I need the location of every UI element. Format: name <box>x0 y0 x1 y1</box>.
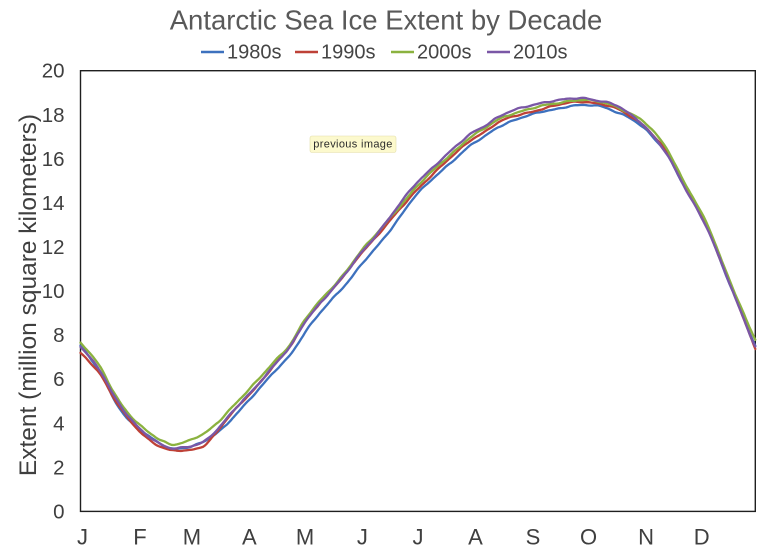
svg-text:18: 18 <box>42 104 65 127</box>
svg-text:16: 16 <box>42 148 65 171</box>
svg-text:20: 20 <box>42 60 65 83</box>
svg-text:N: N <box>638 525 654 550</box>
svg-text:M: M <box>183 525 201 550</box>
svg-text:O: O <box>580 525 597 550</box>
svg-text:2000s: 2000s <box>417 42 472 64</box>
svg-text:14: 14 <box>42 192 65 215</box>
svg-text:J: J <box>357 525 368 550</box>
svg-text:J: J <box>413 525 424 550</box>
svg-text:4: 4 <box>53 412 64 435</box>
svg-text:previous image: previous image <box>313 139 393 151</box>
svg-text:0: 0 <box>53 500 64 523</box>
svg-text:D: D <box>694 525 710 550</box>
svg-text:8: 8 <box>53 324 64 347</box>
svg-text:M: M <box>296 525 314 550</box>
svg-text:2010s: 2010s <box>513 42 568 64</box>
svg-text:J: J <box>77 525 88 550</box>
svg-text:10: 10 <box>42 280 65 303</box>
svg-text:1980s: 1980s <box>227 42 282 64</box>
svg-text:A: A <box>242 525 257 550</box>
svg-text:6: 6 <box>53 368 64 391</box>
svg-text:A: A <box>468 525 483 550</box>
svg-text:S: S <box>526 525 541 550</box>
svg-text:Antarctic Sea Ice Extent by De: Antarctic Sea Ice Extent by Decade <box>170 5 603 36</box>
svg-text:F: F <box>133 525 146 550</box>
svg-text:2: 2 <box>53 456 64 479</box>
svg-text:Extent (million square kilomet: Extent (million square kilometers) <box>15 114 42 476</box>
svg-text:1990s: 1990s <box>321 42 376 64</box>
svg-text:12: 12 <box>42 236 65 259</box>
